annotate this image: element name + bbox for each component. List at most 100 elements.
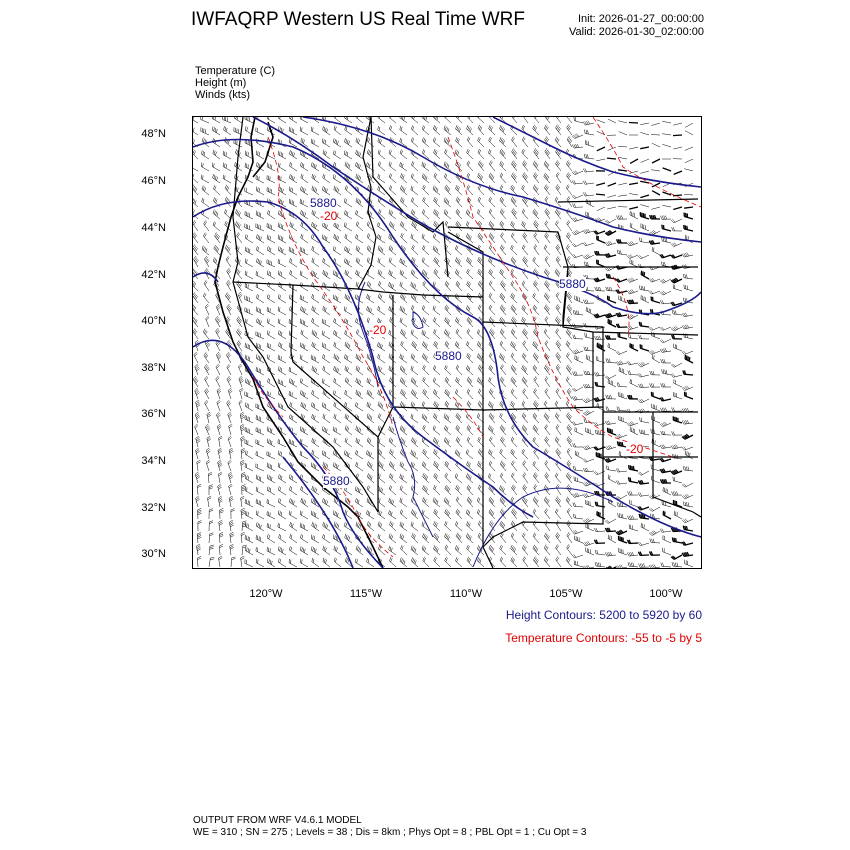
wind-barb <box>639 429 650 436</box>
wind-barb <box>355 257 364 268</box>
wind-barb <box>661 500 672 508</box>
wind-barb <box>377 413 386 424</box>
wind-barb <box>673 146 683 150</box>
wind-barb <box>555 340 562 352</box>
wind-barb <box>278 366 287 376</box>
wind-barb <box>565 556 573 568</box>
wind-barb <box>593 470 606 476</box>
wind-barb <box>571 242 584 248</box>
wind-barb <box>193 292 199 304</box>
wind-barb <box>288 138 298 148</box>
wind-barb <box>311 270 320 280</box>
wind-barb <box>477 461 485 472</box>
wind-barb <box>499 472 507 484</box>
wind-barb <box>544 376 551 388</box>
wind-barb <box>477 292 485 304</box>
wind-barb <box>222 150 232 160</box>
wind-barb <box>218 519 223 532</box>
wind-barb <box>400 329 408 340</box>
wind-barb <box>594 335 606 341</box>
wind-barb <box>604 229 617 236</box>
wind-barb <box>455 208 463 220</box>
wind-barb <box>377 389 386 400</box>
wind-barb <box>241 472 246 484</box>
wind-barb <box>604 252 617 259</box>
wind-barb <box>299 294 309 304</box>
wind-barb <box>389 449 397 460</box>
wind-barb <box>321 162 331 172</box>
wind-barb <box>333 462 342 472</box>
wind-barb <box>377 521 386 532</box>
wind-barb <box>660 430 672 436</box>
wind-barb <box>662 547 672 556</box>
wind-barb <box>266 162 276 172</box>
wind-barb <box>585 140 595 148</box>
wind-barb <box>659 479 672 484</box>
wind-barb <box>670 373 683 378</box>
wind-barb <box>300 546 309 556</box>
wind-barb <box>532 340 540 352</box>
wind-barb <box>366 377 375 388</box>
wind-barb <box>626 289 639 295</box>
lat-label: 48°N <box>141 128 166 140</box>
wind-barb <box>466 521 474 532</box>
wind-barb <box>206 435 211 448</box>
wind-barb <box>606 427 617 436</box>
wind-barb <box>488 352 496 364</box>
wind-barb <box>637 541 650 546</box>
wind-barb <box>344 198 353 208</box>
wind-barb <box>660 359 672 364</box>
wind-barb <box>311 462 320 472</box>
wind-barb <box>332 426 342 436</box>
wind-barb <box>532 364 540 376</box>
wind-barb <box>466 184 474 196</box>
wind-barb <box>499 268 507 280</box>
wind-barb <box>488 292 496 304</box>
wind-barb <box>240 495 245 508</box>
wind-barb <box>572 465 584 472</box>
wind-barb <box>388 233 397 244</box>
wind-barb <box>377 245 386 256</box>
wind-barb <box>343 306 353 316</box>
wind-barb <box>278 210 287 220</box>
wind-barb <box>629 499 639 508</box>
wind-barb <box>544 292 551 304</box>
wind-barb <box>544 460 551 472</box>
wind-barb <box>344 413 353 424</box>
wind-barb <box>311 378 320 388</box>
wind-barb <box>255 270 265 280</box>
wind-barb <box>455 269 463 280</box>
lon-label: 110°W <box>449 588 483 600</box>
wind-barb <box>443 209 452 220</box>
wind-barb <box>521 184 529 196</box>
wind-barb <box>555 124 562 136</box>
wind-barb <box>511 117 518 124</box>
wind-barb <box>411 161 419 172</box>
wind-barb <box>244 546 254 556</box>
wind-barb <box>195 495 200 508</box>
wind-barb <box>628 121 639 124</box>
wind-barb <box>454 149 463 160</box>
wind-barb <box>455 161 463 172</box>
wind-barb <box>684 168 694 172</box>
wind-barb <box>544 316 551 328</box>
wind-barb <box>637 505 650 511</box>
wind-barb <box>399 557 408 568</box>
wind-barb <box>388 485 397 496</box>
wind-barb <box>288 366 298 376</box>
wind-barb <box>300 342 309 352</box>
wind-barb <box>607 498 617 508</box>
wind-barb <box>574 450 584 460</box>
wind-barb <box>366 233 375 244</box>
wind-barb <box>400 173 408 184</box>
wind-barb <box>670 254 683 259</box>
wind-barb <box>499 353 507 364</box>
wind-barb <box>311 365 320 376</box>
wind-barb <box>400 197 408 208</box>
wind-barb <box>605 565 617 568</box>
wind-barb <box>572 502 584 508</box>
wind-barb <box>201 137 210 148</box>
wind-barb <box>421 125 430 136</box>
wind-barb <box>565 496 573 508</box>
wind-barb <box>618 548 628 556</box>
